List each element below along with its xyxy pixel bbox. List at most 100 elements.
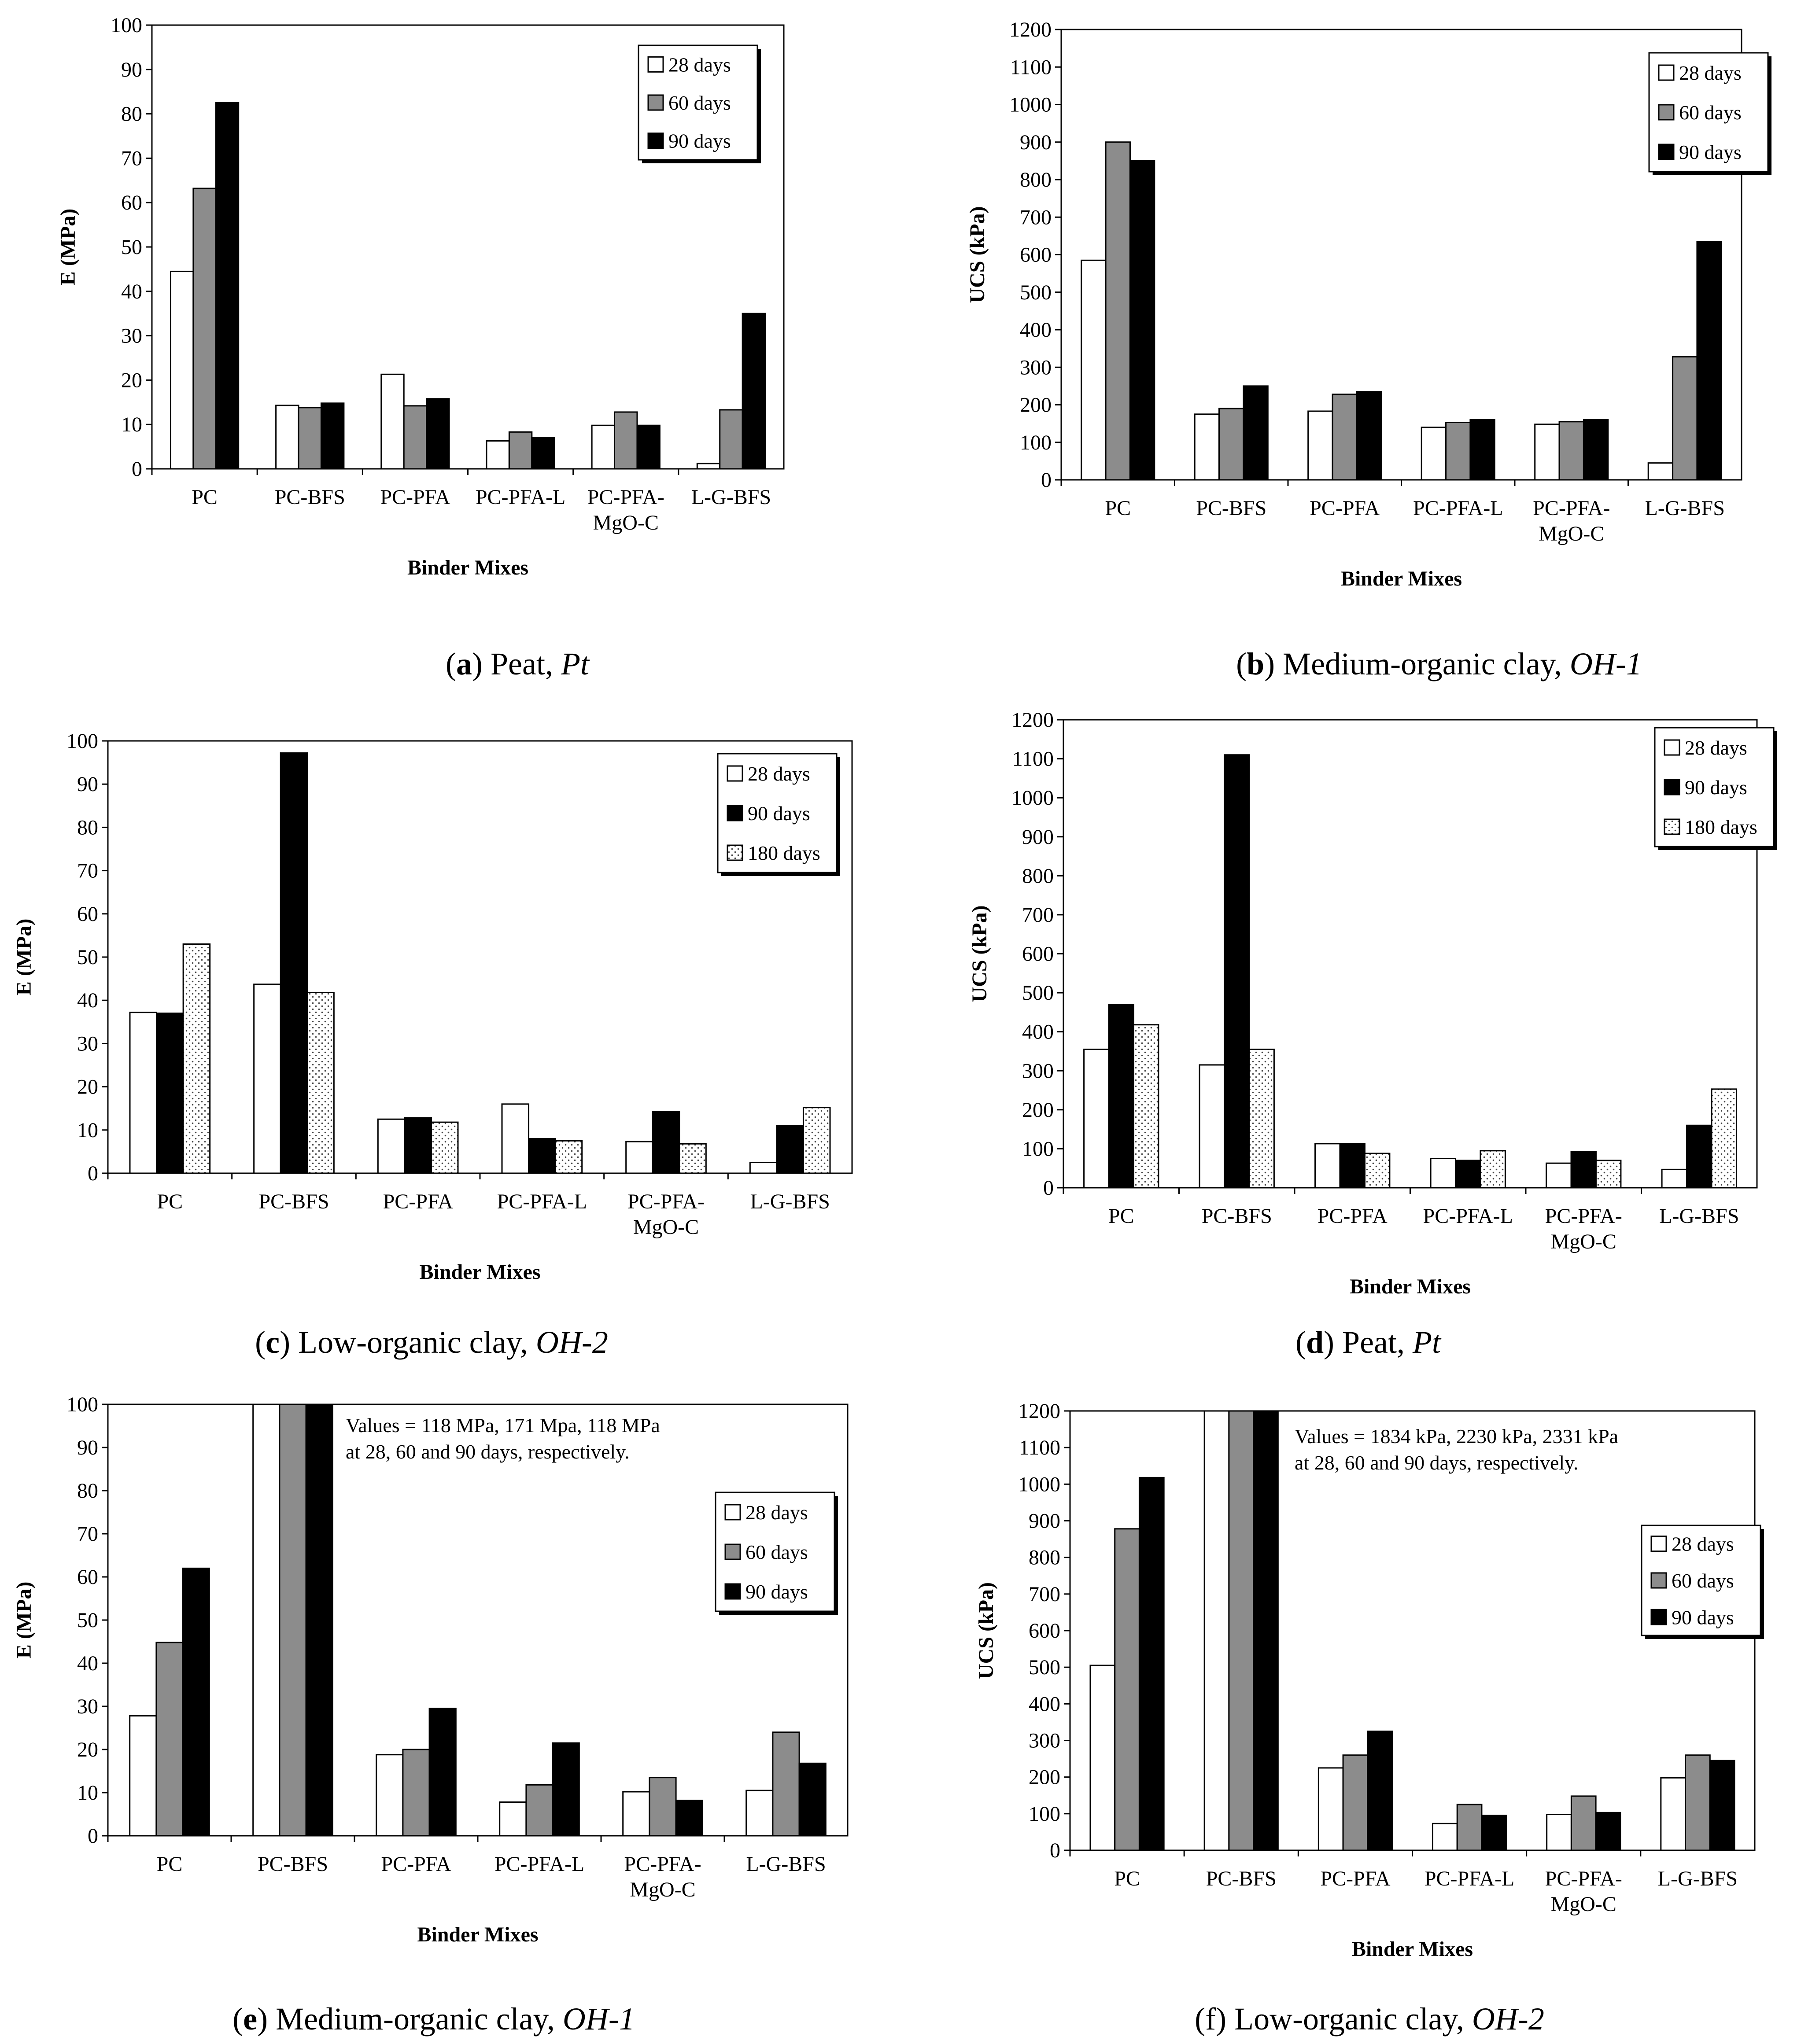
y-tick-label: 500	[1022, 981, 1054, 1005]
x-category-label: PC-PFA	[380, 486, 450, 509]
bar-a-90-days-1	[320, 402, 345, 470]
x-category-label: PC-PFA	[1310, 497, 1380, 520]
x-axis-label: Binder Mixes	[407, 556, 528, 579]
x-category-label: PC-PFA-L	[497, 1190, 587, 1213]
y-tick-label: 400	[1020, 318, 1052, 342]
legend-swatch	[1664, 779, 1680, 796]
bar-c-90-days-2	[404, 1117, 432, 1174]
bar-f-60-days-1	[1228, 1410, 1255, 1851]
legend: 28 days 90 days 180 days	[717, 753, 840, 876]
y-tick-label: 0	[1050, 1839, 1060, 1862]
x-category-label: L-G-BFS	[691, 486, 771, 509]
bar-e-28-days-2	[376, 1754, 404, 1837]
y-tick-label: 0	[88, 1162, 98, 1185]
bar-f-28-days-4	[1546, 1813, 1572, 1851]
bar-e-60-days-5	[772, 1731, 800, 1837]
y-tick-label: 30	[77, 1695, 98, 1718]
bar-d-28-days-5	[1661, 1168, 1688, 1189]
y-tick-label: 1000	[1009, 93, 1052, 117]
bar-f-28-days-0	[1089, 1665, 1116, 1851]
y-tick-label: 700	[1029, 1583, 1060, 1606]
bar-f-60-days-0	[1114, 1528, 1140, 1851]
bar-a-90-days-0	[215, 102, 240, 470]
x-category-label: L-G-BFS	[1658, 1867, 1738, 1890]
bar-b-90-days-5	[1696, 241, 1722, 481]
bar-f-90-days-3	[1481, 1815, 1507, 1851]
chart-panel-a: 0 10 20 30 40 50 60 70 80 90 100 E (MPa) PC PC-BFS PC-…	[56, 14, 785, 681]
bar-a-28-days-2	[380, 373, 405, 470]
bar-c-180-days-5	[802, 1107, 831, 1174]
bar-c-28-days-1	[253, 983, 281, 1174]
chart-panel-f: 0 100 200 300 400 500 600 700 800 900 1000 1100 1200…	[974, 1399, 1764, 2037]
x-category-label: PC-PFA-MgO-C	[624, 1852, 701, 1901]
bar-d-90-days-5	[1686, 1124, 1712, 1189]
panel-caption: (c) Low-organic clay, OH-2	[255, 1325, 608, 1360]
y-tick-label: 800	[1020, 168, 1052, 192]
y-tick-label: 40	[121, 280, 142, 303]
y-axis-label: E (MPa)	[56, 209, 80, 286]
y-axis-label: UCS (kPa)	[974, 1582, 998, 1679]
y-tick-label: 90	[121, 58, 142, 81]
bar-e-28-days-4	[622, 1791, 650, 1837]
bar-b-60-days-4	[1558, 421, 1584, 481]
bar-b-28-days-0	[1081, 259, 1107, 481]
x-category-label: PC-PFA-MgO-C	[1533, 497, 1610, 545]
y-tick-label: 600	[1022, 943, 1054, 966]
legend-label: 60 days	[745, 1541, 808, 1563]
bar-a-90-days-5	[742, 313, 766, 470]
bar-e-60-days-4	[649, 1777, 677, 1837]
bar-b-60-days-2	[1332, 394, 1358, 481]
y-tick-label: 1000	[1011, 786, 1054, 810]
annotation-text: at 28, 60 and 90 days, respectively.	[1295, 1451, 1579, 1474]
bar-b-60-days-3	[1445, 422, 1471, 481]
y-tick-label: 700	[1022, 903, 1054, 927]
bar-e-90-days-2	[428, 1708, 457, 1837]
legend-swatch	[1658, 64, 1675, 81]
legend-label: 180 days	[748, 842, 820, 864]
x-category-label: PC-PFA-L	[1423, 1204, 1513, 1228]
y-tick-label: 100	[1022, 1137, 1054, 1160]
bar-a-90-days-3	[531, 437, 555, 470]
bar-b-90-days-0	[1129, 160, 1155, 481]
y-tick-label: 70	[77, 859, 98, 883]
bar-e-90-days-0	[182, 1567, 210, 1837]
bar-a-28-days-0	[170, 270, 194, 470]
x-category-label: L-G-BFS	[750, 1190, 830, 1213]
bar-b-28-days-1	[1194, 413, 1220, 481]
bar-c-28-days-2	[377, 1118, 406, 1174]
y-tick-label: 500	[1020, 281, 1052, 304]
y-tick-label: 200	[1029, 1766, 1060, 1789]
legend-label: 28 days	[748, 762, 810, 785]
panel-caption: (d) Peat, Pt	[1295, 1325, 1442, 1360]
legend-swatch	[727, 765, 743, 782]
bar-d-90-days-4	[1570, 1151, 1597, 1189]
x-category-label: PC-BFS	[1206, 1867, 1277, 1890]
y-tick-label: 90	[77, 773, 98, 796]
legend-label: 60 days	[1672, 1569, 1734, 1592]
chart-panel-d: 0 100 200 300 400 500 600 700 800 900 1000 1100 1200…	[968, 708, 1777, 1360]
legend-label: 180 days	[1685, 816, 1757, 838]
x-category-label: PC	[1108, 1204, 1134, 1228]
x-category-label: PC-PFA	[1320, 1867, 1391, 1890]
legend-label: 90 days	[668, 130, 731, 152]
annotation-text: Values = 118 MPa, 171 Mpa, 118 MPa	[346, 1414, 660, 1436]
bar-b-90-days-4	[1583, 419, 1609, 481]
bar-d-180-days-2	[1364, 1153, 1391, 1189]
y-tick-label: 1100	[1010, 55, 1052, 79]
y-tick-label: 40	[77, 1652, 98, 1675]
bar-b-90-days-3	[1469, 419, 1495, 481]
y-tick-label: 900	[1029, 1510, 1060, 1533]
panel-caption: (e) Medium-organic clay, OH-1	[232, 2001, 635, 2037]
x-category-label: PC	[192, 486, 218, 509]
bar-a-90-days-4	[636, 424, 661, 470]
y-tick-label: 200	[1022, 1098, 1054, 1122]
y-tick-label: 60	[121, 191, 142, 214]
x-category-label: L-G-BFS	[1645, 497, 1725, 520]
bar-c-90-days-5	[776, 1125, 804, 1174]
legend-label: 60 days	[668, 92, 731, 114]
y-tick-label: 800	[1029, 1546, 1060, 1569]
bar-b-28-days-3	[1421, 427, 1447, 481]
x-category-label: PC	[157, 1190, 183, 1213]
y-tick-label: 600	[1020, 243, 1052, 267]
legend-swatch	[647, 133, 664, 149]
